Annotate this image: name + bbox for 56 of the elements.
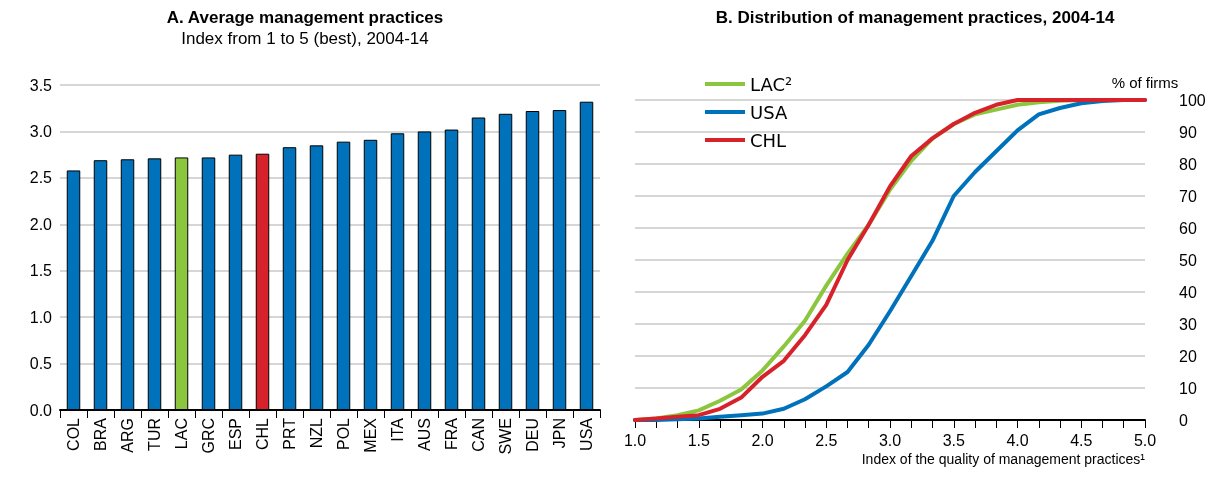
x-tick-label: ITA [389,417,406,442]
x-tick-label: MEX [362,417,379,453]
y-tick-label: 10 [1179,379,1197,397]
y-axis-title: % of firms [1111,74,1179,91]
x-tick-label: POL [335,417,352,451]
x-tick-label: ESP [227,418,244,451]
y-tick-label: 70 [1179,187,1197,205]
y-tick-label: 50 [1179,251,1197,269]
x-tick-label: 1.5 [687,431,710,449]
y-tick-label: 0 [1179,411,1188,429]
x-tick-label: USA [578,417,595,451]
x-tick-label: FRA [443,417,460,450]
y-tick-label: 30 [1179,315,1197,333]
x-tick-label: COL [65,417,82,451]
y-tick-label: 60 [1179,219,1197,237]
x-tick-label: 2.0 [751,431,774,449]
x-tick-label: BRA [92,417,109,451]
y-tick-label: 100 [1179,91,1206,109]
x-tick-label: SWE [497,418,514,455]
x-tick-label: 5.0 [1133,431,1157,449]
x-tick-label: TUR [146,418,163,451]
x-tick-label: PRT [281,417,298,450]
chart-subtitle: Index from 1 to 5 (best), 2004-14 [181,29,429,48]
x-tick-label: 3.5 [942,431,965,449]
y-tick-label: 90 [1179,123,1197,141]
y-tick-label: 2.0 [29,215,53,233]
y-tick-label: 0.5 [29,355,53,373]
y-tick-label: 3.0 [29,122,53,140]
y-tick-label: 1.5 [29,262,53,280]
legend-label: CHL [750,129,787,151]
x-tick-label: 4.0 [1006,431,1029,449]
y-tick-label: 1.0 [29,308,53,326]
x-tick-label: ARG [119,418,136,453]
x-axis-title: Index of the quality of management practices¹ [861,451,1146,467]
y-tick-label: 20 [1179,347,1197,365]
x-tick-label: 2.5 [815,431,838,449]
legend-label: LAC² [750,73,793,95]
x-tick-label: DEU [524,418,541,452]
y-tick-label: 3.5 [29,76,53,94]
x-tick-label: JPN [551,418,568,449]
y-tick-label: 40 [1179,283,1197,301]
x-tick-label: CAN [470,418,487,452]
x-tick-label: 3.0 [878,431,902,449]
x-tick-label: 1.0 [623,431,647,449]
x-tick-label: NZL [308,417,325,449]
y-tick-label: 0.0 [29,401,53,419]
x-tick-label: 4.5 [1070,431,1093,449]
y-tick-label: 80 [1179,155,1197,173]
chart-title: A. Average management practices [166,8,444,27]
x-tick-label: LAC [173,418,190,450]
legend-label: USA [750,101,788,123]
x-tick-label: GRC [200,418,217,454]
y-tick-label: 2.5 [29,169,53,187]
chart-title: B. Distribution of management practices, 2004-14 [715,8,1115,27]
x-tick-label: AUS [416,418,433,451]
x-tick-label: CHL [254,417,271,451]
